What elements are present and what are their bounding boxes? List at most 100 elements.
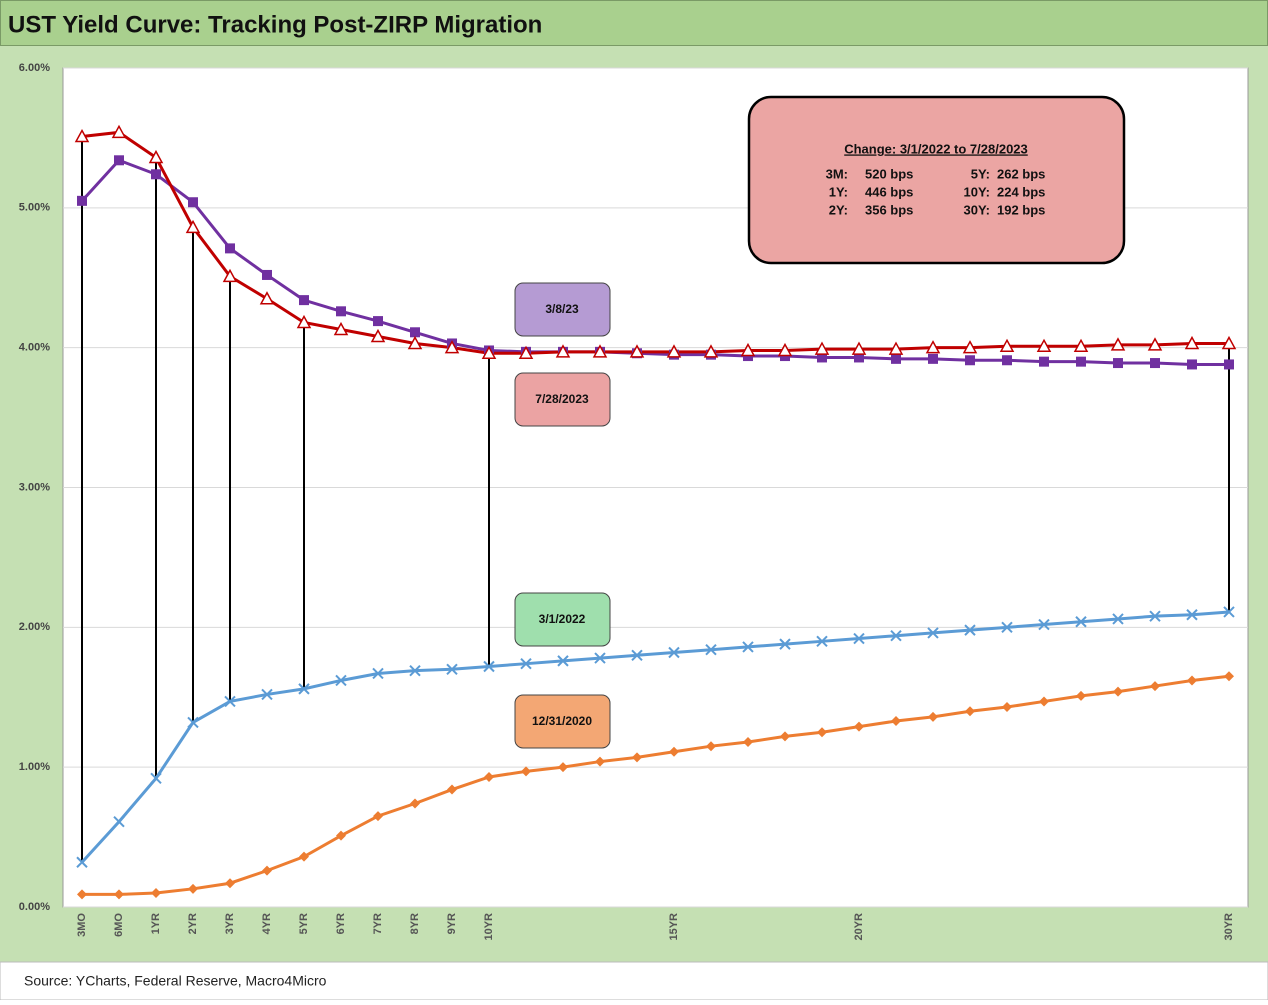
marker — [743, 736, 753, 747]
marker — [407, 335, 423, 350]
marker — [1224, 359, 1234, 370]
marker — [188, 883, 198, 894]
legend-label: 3/8/23 — [545, 302, 579, 316]
marker — [814, 341, 830, 355]
x-tick-label: 4YR — [261, 913, 273, 934]
marker — [740, 342, 756, 357]
marker — [817, 727, 827, 738]
marker — [188, 197, 198, 208]
legend-box — [514, 694, 611, 749]
annotation-cell: 262 bps — [997, 166, 1045, 181]
annotation-cell: 520 bps — [865, 166, 913, 181]
marker — [114, 889, 124, 900]
marker — [444, 340, 460, 354]
marker — [1221, 335, 1237, 350]
annotation-cell: 224 bps — [997, 184, 1045, 199]
x-tick-label: 15YR — [668, 913, 680, 941]
marker — [335, 674, 347, 687]
x-tick-label: 2YR — [187, 913, 199, 934]
annotation-cell: 3M: — [826, 166, 848, 181]
marker — [1036, 338, 1052, 353]
marker — [261, 688, 273, 701]
marker — [1076, 356, 1086, 367]
marker — [76, 856, 88, 868]
marker — [370, 328, 386, 343]
marker — [557, 655, 569, 667]
marker — [817, 352, 827, 363]
marker — [927, 627, 939, 639]
x-tick-label: 30YR — [1223, 913, 1235, 941]
marker — [928, 353, 938, 364]
marker — [1039, 696, 1049, 707]
marker — [890, 630, 902, 642]
annotation-cell: 10Y: — [964, 184, 991, 199]
marker — [1039, 356, 1049, 367]
marker — [74, 128, 90, 143]
marker — [151, 169, 161, 180]
annotation-title: Change: 3/1/2022 to 7/28/2023 — [844, 141, 1028, 156]
legend-box — [514, 592, 611, 647]
marker — [262, 269, 272, 280]
marker — [705, 643, 717, 656]
marker — [1149, 610, 1161, 622]
legend-label: 7/28/2023 — [535, 392, 589, 406]
marker — [410, 798, 420, 809]
series-line — [80, 610, 1230, 864]
marker — [1076, 690, 1086, 701]
marker — [851, 341, 867, 355]
x-tick-label: 7YR — [372, 913, 384, 934]
marker — [262, 865, 272, 876]
marker — [409, 664, 421, 677]
marker — [928, 711, 938, 722]
marker — [668, 646, 680, 659]
marker — [1001, 621, 1013, 634]
marker — [225, 878, 235, 889]
x-tick-label: 3YR — [224, 913, 236, 934]
marker — [77, 195, 87, 206]
marker — [222, 268, 238, 283]
x-tick-label: 10YR — [483, 913, 495, 941]
marker — [224, 695, 236, 708]
marker — [484, 771, 494, 782]
marker — [669, 746, 679, 757]
x-tick-label: 1YR — [150, 913, 162, 934]
marker — [336, 830, 346, 841]
marker — [666, 344, 682, 358]
marker — [1075, 616, 1087, 628]
y-tick-label: 5.00% — [19, 202, 50, 214]
marker — [965, 355, 975, 366]
marker — [299, 851, 309, 862]
marker — [1224, 671, 1234, 682]
legend-label: 12/31/2020 — [532, 714, 592, 728]
marker — [185, 219, 201, 234]
marker — [631, 649, 643, 662]
marker — [1150, 681, 1160, 692]
annotation-cell: 30Y: — [964, 202, 991, 217]
y-tick-label: 0.00% — [19, 901, 50, 913]
marker — [1113, 358, 1123, 369]
legend-box — [514, 372, 611, 427]
footer — [0, 961, 1268, 1001]
marker — [891, 353, 901, 364]
marker — [483, 660, 495, 673]
marker — [629, 344, 645, 358]
marker — [113, 815, 125, 828]
marker — [77, 889, 87, 900]
marker — [703, 344, 719, 358]
marker — [520, 657, 532, 670]
marker — [111, 124, 127, 139]
marker — [853, 632, 865, 645]
marker — [1113, 686, 1123, 697]
marker — [148, 149, 164, 164]
marker — [888, 341, 904, 355]
marker — [1073, 338, 1089, 353]
source: Source: YCharts, Federal Reserve, Macro4… — [24, 973, 327, 989]
annotation-cell: 1Y: — [829, 184, 848, 199]
marker — [1223, 606, 1235, 618]
marker — [925, 340, 941, 354]
marker — [595, 756, 605, 767]
series-line — [80, 158, 1229, 366]
marker — [225, 243, 235, 254]
chart-title: UST Yield Curve: Tracking Post-ZIRP Migr… — [8, 11, 542, 38]
y-tick-label: 6.00% — [19, 62, 50, 74]
